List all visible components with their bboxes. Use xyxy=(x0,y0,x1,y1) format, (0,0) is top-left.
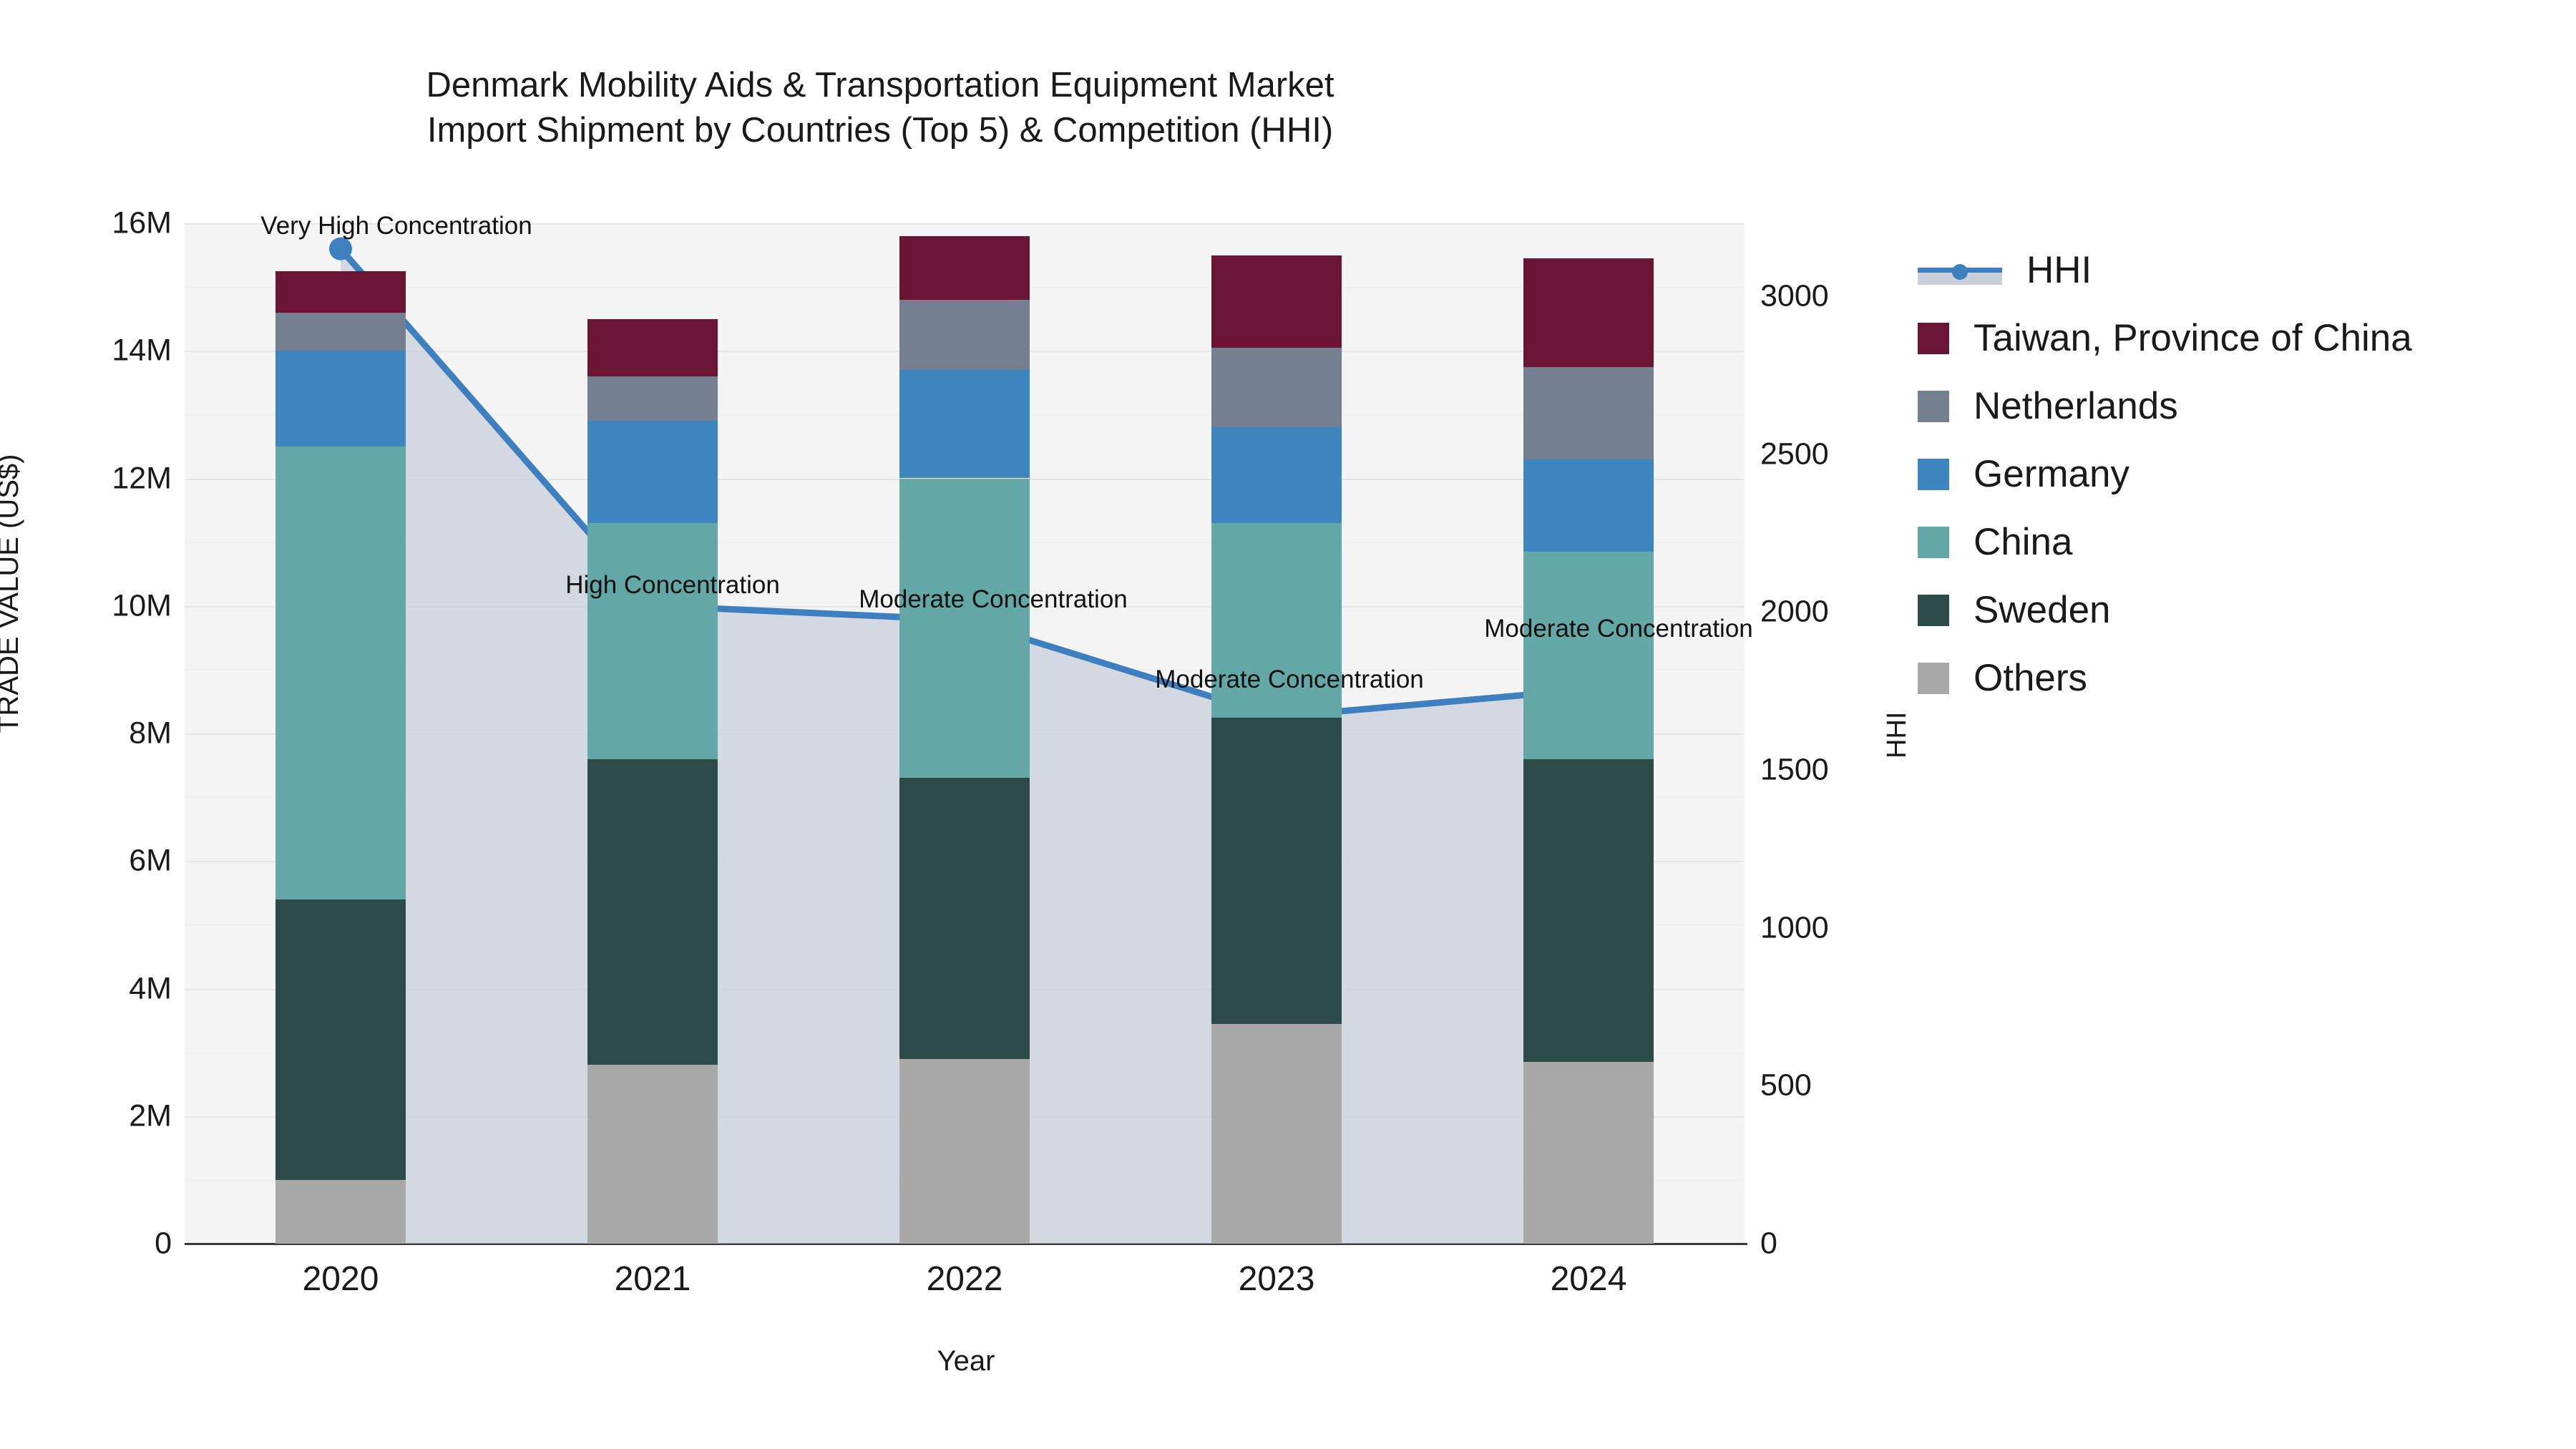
concentration-annotation: High Concentration xyxy=(565,571,780,600)
legend-label: Netherlands xyxy=(1974,385,2178,427)
bar-segment[interactable] xyxy=(1211,427,1342,523)
bar-segment[interactable] xyxy=(275,1179,406,1244)
bar-segment[interactable] xyxy=(587,318,718,376)
y-axis-right-tick-label: 3000 xyxy=(1760,278,1829,313)
bar-segment[interactable] xyxy=(1523,758,1654,1062)
bar-segment[interactable] xyxy=(275,899,406,1180)
concentration-annotation: Moderate Concentration xyxy=(1155,665,1424,693)
legend-color-swatch xyxy=(1918,322,1949,354)
bar-segment[interactable] xyxy=(1523,551,1654,759)
hhi-line-icon xyxy=(1918,255,2002,286)
legend-color-swatch xyxy=(1918,662,1949,694)
legend-color-swatch xyxy=(1918,526,1949,558)
y-axis-left-tick-label: 14M xyxy=(112,333,172,368)
legend-color-swatch xyxy=(1918,458,1949,490)
y-axis-left-tick-label: 0 xyxy=(155,1226,172,1261)
bar-segment[interactable] xyxy=(1211,347,1342,428)
legend: HHI Taiwan, Province of China Netherlands G… xyxy=(1918,236,2562,712)
chart-title: Denmark Mobility Aids & Transportation E… xyxy=(0,63,1760,152)
legend-label: HHI xyxy=(2026,249,2092,291)
y-axis-left-tick-label: 16M xyxy=(112,205,172,240)
concentration-annotation: Very High Concentration xyxy=(260,211,532,240)
chart-title-line-1: Denmark Mobility Aids & Transportation E… xyxy=(426,66,1335,104)
bar-segment[interactable] xyxy=(587,376,718,421)
y-axis-right-tick-label: 2500 xyxy=(1760,436,1829,472)
y-axis-left-tick-label: 4M xyxy=(129,971,172,1005)
legend-item[interactable]: Germany xyxy=(1918,440,2562,508)
bar-segment[interactable] xyxy=(275,312,406,351)
y-axis-left-tick-label: 6M xyxy=(129,843,172,878)
y-axis-left-tick-label: 2M xyxy=(129,1098,172,1133)
bar-segment[interactable] xyxy=(275,446,406,899)
legend-item[interactable]: Others xyxy=(1918,644,2562,712)
legend-color-swatch xyxy=(1918,594,1949,626)
bar-segment[interactable] xyxy=(1523,366,1654,459)
legend-color-swatch xyxy=(1918,390,1949,422)
x-axis-tick-label: 2020 xyxy=(302,1260,379,1298)
y-axis-right-tick-label: 1500 xyxy=(1760,752,1829,787)
y-axis-left-tick-label: 8M xyxy=(129,716,172,751)
concentration-annotation: Moderate Concentration xyxy=(859,585,1128,614)
bar-segment[interactable] xyxy=(587,522,718,759)
x-axis-tick-label: 2024 xyxy=(1550,1260,1627,1298)
bar-segment[interactable] xyxy=(587,1065,718,1244)
x-axis-tick-label: 2022 xyxy=(926,1260,1003,1298)
y-axis-right-tick-label: 1000 xyxy=(1760,910,1829,945)
bar-segment[interactable] xyxy=(899,1058,1030,1244)
y-axis-left-tick-label: 10M xyxy=(112,588,172,623)
legend-label: Others xyxy=(1974,657,2088,699)
legend-item[interactable]: Taiwan, Province of China xyxy=(1918,304,2562,372)
legend-label: China xyxy=(1974,521,2073,563)
bar-segment[interactable] xyxy=(587,421,718,523)
bar-segment[interactable] xyxy=(899,299,1030,370)
legend-item[interactable]: HHI xyxy=(1918,236,2562,304)
x-axis-tick-label: 2021 xyxy=(614,1260,691,1298)
bar-segment[interactable] xyxy=(1523,459,1654,552)
legend-label: Sweden xyxy=(1974,589,2111,631)
gridline xyxy=(185,223,1745,225)
y-axis-left-tick-label: 12M xyxy=(112,461,172,495)
x-axis-title: Year xyxy=(937,1345,995,1377)
legend-item[interactable]: Netherlands xyxy=(1918,372,2562,440)
legend-item[interactable]: Sweden xyxy=(1918,576,2562,644)
chart-title-line-2: Import Shipment by Countries (Top 5) & C… xyxy=(426,110,1334,150)
legend-label: Germany xyxy=(1974,453,2129,495)
bar-segment[interactable] xyxy=(1211,255,1342,348)
legend-item[interactable]: China xyxy=(1918,508,2562,576)
bar-segment[interactable] xyxy=(1211,522,1342,718)
bar-segment[interactable] xyxy=(1523,1061,1654,1244)
legend-label: Taiwan, Province of China xyxy=(1974,317,2412,359)
concentration-annotation: Moderate Concentration xyxy=(1484,615,1753,643)
bar-segment[interactable] xyxy=(275,270,406,313)
bar-segment[interactable] xyxy=(587,758,718,1065)
x-axis-line xyxy=(185,1243,1747,1245)
bar-segment[interactable] xyxy=(899,369,1030,479)
bar-segment[interactable] xyxy=(899,235,1030,300)
y-axis-right-title: HHI xyxy=(1882,711,1912,758)
bar-segment[interactable] xyxy=(899,778,1030,1059)
y-axis-right-tick-label: 0 xyxy=(1760,1226,1777,1261)
bar-segment[interactable] xyxy=(899,478,1030,779)
bar-segment[interactable] xyxy=(1211,717,1342,1024)
x-axis-tick-label: 2023 xyxy=(1238,1260,1315,1298)
bar-segment[interactable] xyxy=(275,351,406,447)
y-axis-right-tick-label: 500 xyxy=(1760,1068,1812,1103)
bar-segment[interactable] xyxy=(1523,258,1654,367)
y-axis-right-tick-label: 2000 xyxy=(1760,594,1829,629)
bar-segment[interactable] xyxy=(1211,1023,1342,1244)
